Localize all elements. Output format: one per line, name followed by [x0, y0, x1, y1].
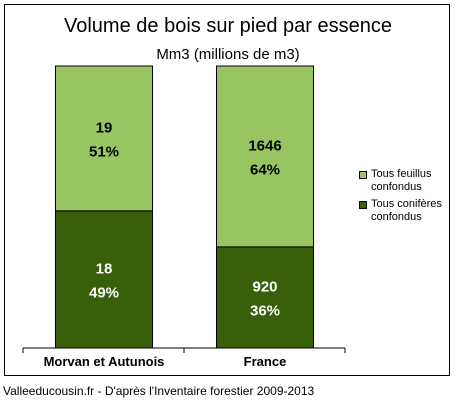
data-label-percent-tous-feuillus-confondus-france: 64%: [250, 161, 280, 178]
data-label-percent-tous-coniferes-confondus-morvan-et-autunois: 49%: [89, 284, 119, 301]
data-label-percent-tous-coniferes-confondus-france: 36%: [250, 302, 280, 319]
legend-item-coniferes: Tous conifères confondus: [357, 198, 452, 224]
data-label-value-tous-coniferes-confondus-morvan-et-autunois: 18: [96, 260, 113, 277]
x-tick-label-france: France: [244, 354, 287, 369]
data-label-percent-tous-feuillus-confondus-morvan-et-autunois: 51%: [89, 143, 119, 160]
bar-segment-tous-feuillus-confondus-morvan-et-autunois: [55, 65, 153, 212]
bar-segment-tous-coniferes-confondus-morvan-et-autunois: [55, 210, 153, 349]
bar-segment-tous-coniferes-confondus-france: [216, 246, 314, 349]
data-label-value-tous-feuillus-confondus-france: 1646: [248, 137, 281, 154]
legend-swatch-feuillus: [359, 171, 367, 179]
chart-title: Volume de bois sur pied par essence: [64, 15, 392, 37]
legend-label-feuillus: Tous feuillus confondus: [371, 168, 432, 193]
x-tick-label-morvan-et-autunois: Morvan et Autunois: [44, 354, 165, 369]
source-note: Valleeducousin.fr - D'après l'Inventaire…: [3, 384, 315, 398]
chart-subtitle: Mm3 (millions de m3): [156, 46, 300, 63]
data-label-value-tous-coniferes-confondus-france: 920: [252, 278, 277, 295]
chart-legend: Tous feuillus confondus Tous conifères c…: [357, 168, 452, 228]
bar-segment-tous-feuillus-confondus-france: [216, 65, 314, 248]
data-label-value-tous-feuillus-confondus-morvan-et-autunois: 19: [96, 119, 113, 136]
legend-swatch-coniferes: [359, 201, 367, 209]
chart-plot: 18 49% 19 51% Morvan et Autunois 920 36% 1646 64…: [22, 65, 346, 369]
legend-item-feuillus: Tous feuillus confondus: [357, 168, 452, 194]
chart-frame: Volume de bois sur pied par essence Mm3 …: [4, 4, 450, 376]
legend-label-coniferes: Tous conifères confondus: [371, 198, 442, 223]
